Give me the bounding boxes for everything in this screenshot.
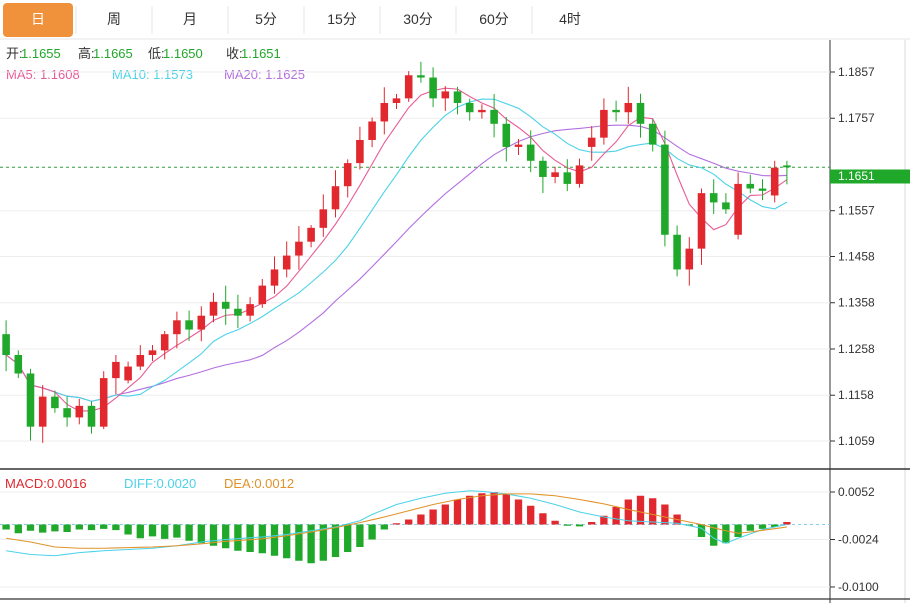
svg-text:0.0052: 0.0052 — [838, 485, 875, 499]
svg-text:-0.0100: -0.0100 — [838, 580, 879, 594]
svg-text:4时: 4时 — [559, 11, 581, 27]
svg-text:1.1665: 1.1665 — [93, 46, 133, 61]
svg-text:5分: 5分 — [255, 11, 277, 27]
svg-text:1.1557: 1.1557 — [838, 204, 875, 218]
svg-text:-0.0024: -0.0024 — [838, 533, 879, 547]
svg-text:1.1258: 1.1258 — [838, 342, 875, 356]
svg-text:1.1458: 1.1458 — [838, 250, 875, 264]
svg-text:60分: 60分 — [479, 11, 509, 27]
svg-text:DEA:0.0012: DEA:0.0012 — [224, 476, 294, 491]
svg-text:周: 周 — [107, 11, 121, 27]
svg-text:MA5: 1.1608: MA5: 1.1608 — [6, 67, 80, 82]
svg-text:1.1651: 1.1651 — [241, 46, 281, 61]
svg-text:1.1651: 1.1651 — [838, 169, 875, 183]
svg-text:日: 日 — [31, 11, 45, 27]
svg-text:1.1158: 1.1158 — [838, 388, 874, 402]
svg-text:1.1857: 1.1857 — [838, 65, 875, 79]
svg-text:1.1358: 1.1358 — [838, 296, 875, 310]
svg-text:30分: 30分 — [403, 11, 433, 27]
svg-text:MACD:0.0016: MACD:0.0016 — [5, 476, 87, 491]
svg-text:MA10: 1.1573: MA10: 1.1573 — [112, 67, 193, 82]
svg-text:1.1650: 1.1650 — [163, 46, 203, 61]
svg-text:月: 月 — [183, 11, 197, 27]
svg-text:DIFF:0.0020: DIFF:0.0020 — [124, 476, 196, 491]
svg-text:1.1757: 1.1757 — [838, 111, 875, 125]
svg-text:1.1059: 1.1059 — [838, 434, 875, 448]
svg-text:1.1655: 1.1655 — [21, 46, 61, 61]
svg-text:MA20: 1.1625: MA20: 1.1625 — [224, 67, 305, 82]
svg-text:15分: 15分 — [327, 11, 357, 27]
